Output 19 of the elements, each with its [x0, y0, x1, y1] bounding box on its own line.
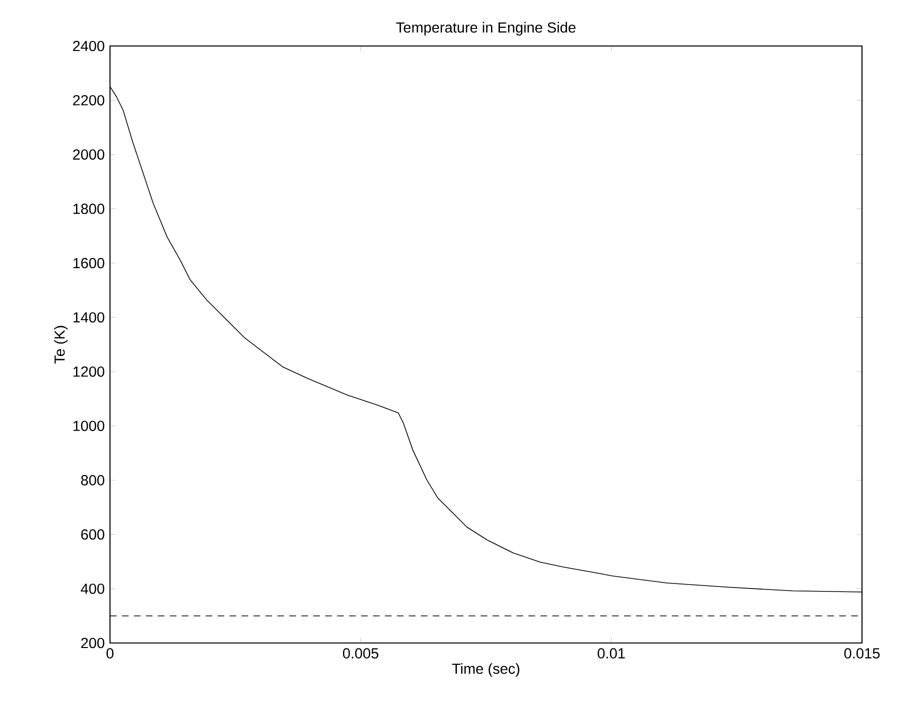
y-tick-label: 1200	[73, 366, 104, 377]
y-tick-label: 600	[81, 529, 104, 540]
chart-title: Temperature in Engine Side	[396, 22, 576, 36]
x-tick-label: 0.01	[598, 648, 625, 658]
y-axis-title: Te (K)	[54, 326, 68, 364]
y-tick-label: 2200	[73, 95, 104, 106]
y-tick-label: 1800	[73, 204, 104, 214]
y-tick-label: 1000	[73, 420, 104, 432]
y-tick-label: 400	[80, 584, 104, 594]
x-tick-label: 0.015	[844, 648, 880, 658]
y-tick-label: 200	[81, 638, 104, 648]
x-axis-title: Time (sec)	[452, 663, 520, 677]
y-tick-label: 2000	[73, 149, 104, 160]
x-tick-label: 0	[106, 648, 114, 658]
y-tick-label: 800	[81, 475, 104, 486]
y-tick-label: 1600	[73, 258, 104, 268]
y-tick-label: 1400	[73, 312, 104, 323]
x-tick-label: 0.005	[342, 648, 378, 658]
y-tick-label: 2400	[73, 40, 104, 52]
